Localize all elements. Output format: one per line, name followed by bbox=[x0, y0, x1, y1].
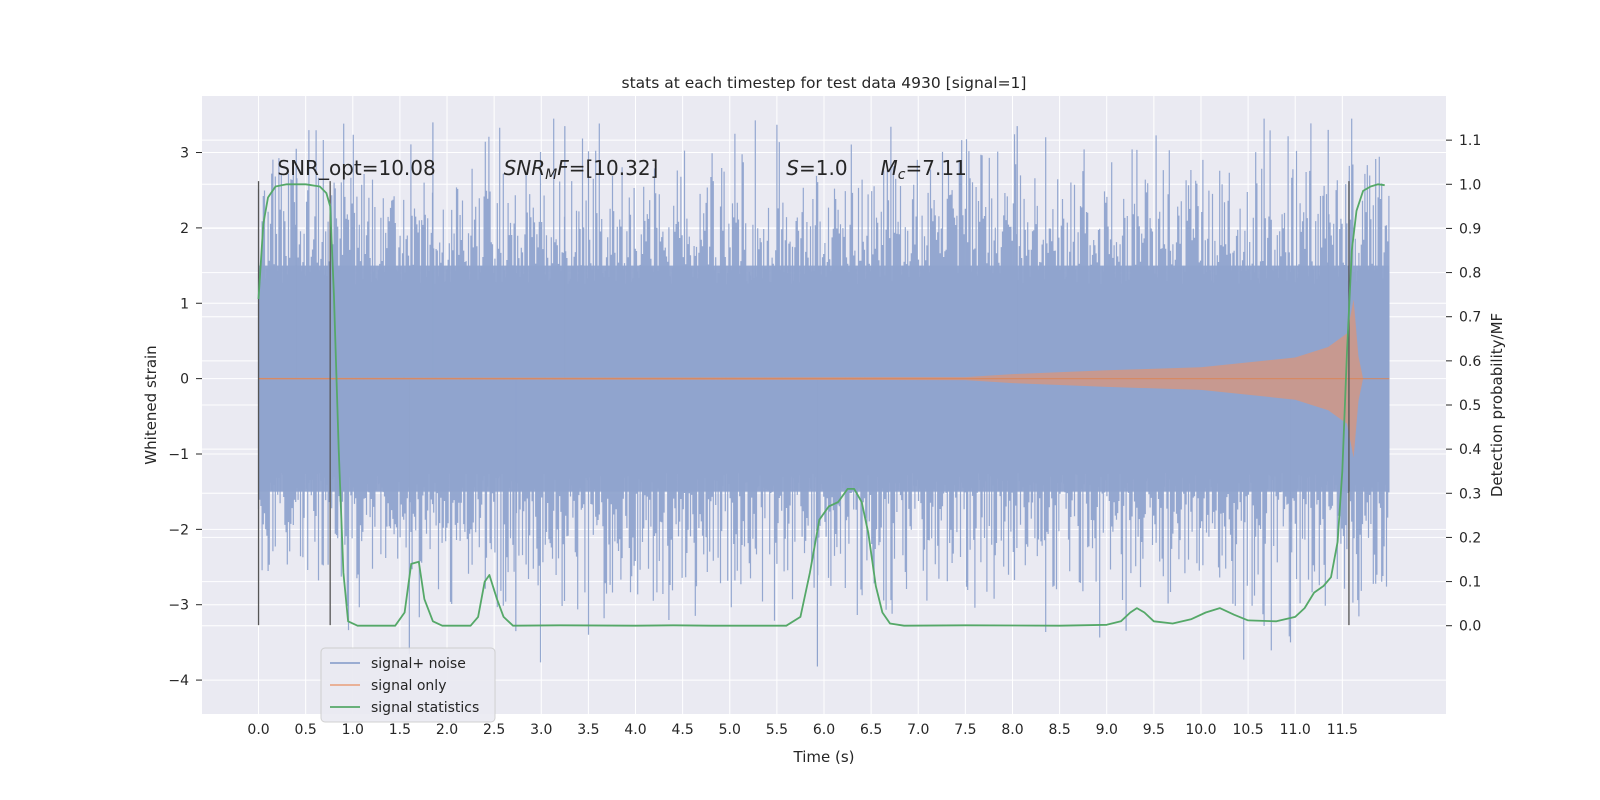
annotation-text: Mc=7.11 bbox=[881, 156, 967, 183]
annotation-part: SNR bbox=[504, 156, 546, 180]
y-tick-label: 1 bbox=[180, 296, 189, 312]
y2-tick-label: 1.1 bbox=[1459, 133, 1481, 149]
x-tick-label: 10.0 bbox=[1185, 722, 1216, 738]
y-axis-label: Whitened strain bbox=[142, 345, 160, 464]
x-tick-label: 11.0 bbox=[1280, 722, 1311, 738]
annotation-part: =1.0 bbox=[799, 156, 848, 180]
y2-tick-label: 0.1 bbox=[1459, 575, 1481, 591]
annotation-part: F bbox=[557, 156, 569, 180]
x-tick-label: 0.0 bbox=[247, 722, 269, 738]
x-tick-label: 9.0 bbox=[1096, 722, 1118, 738]
x-tick-label: 1.0 bbox=[342, 722, 364, 738]
y2-tick-label: 0.6 bbox=[1459, 354, 1481, 370]
annotation-text: SNRMF=[10.32] bbox=[504, 156, 659, 183]
annotation-part: S bbox=[786, 156, 799, 180]
y2-tick-label: 0.0 bbox=[1459, 619, 1481, 635]
x-tick-label: 0.5 bbox=[295, 722, 317, 738]
ticks: 0.0 0.5 1.0 1.5 2.0 2.5 3.0 3.5 4.0 4.5 5.0 5.5 6.0 6… bbox=[168, 133, 1481, 738]
annotation-text: SNR_opt=10.08 bbox=[277, 156, 435, 180]
x-tick-label: 7.5 bbox=[954, 722, 976, 738]
x-tick-label: 3.5 bbox=[577, 722, 599, 738]
x-tick-label: 10.5 bbox=[1233, 722, 1264, 738]
x-tick-label: 8.0 bbox=[1001, 722, 1023, 738]
x-axis-label: Time (s) bbox=[793, 748, 855, 766]
chart-title: stats at each timestep for test data 493… bbox=[622, 74, 1027, 92]
signal-layer bbox=[258, 299, 1390, 458]
x-tick-label: 11.5 bbox=[1327, 722, 1358, 738]
x-tick-label: 4.0 bbox=[624, 722, 646, 738]
y2-tick-label: 0.2 bbox=[1459, 530, 1481, 546]
y2-tick-label: 0.5 bbox=[1459, 398, 1481, 414]
annotation-subscript: c bbox=[898, 167, 906, 183]
stats-layer bbox=[257, 183, 1385, 627]
y2-tick-label: 0.8 bbox=[1459, 266, 1481, 282]
y-tick-label: −1 bbox=[168, 447, 189, 463]
annotations: SNR_opt=10.08 SNRMF=[10.32] S=1.0 Mc=7.11 bbox=[277, 156, 966, 183]
annotation-subscript: M bbox=[545, 167, 557, 183]
signal-statistics-line bbox=[257, 183, 1385, 627]
legend: signal+ noise signal only signal statistic… bbox=[320, 647, 496, 723]
y2-tick-label: 0.3 bbox=[1459, 486, 1481, 502]
y-tick-label: −2 bbox=[168, 522, 189, 538]
x-tick-label: 6.5 bbox=[860, 722, 882, 738]
y-tick-label: −4 bbox=[168, 673, 189, 689]
legend-label: signal only bbox=[371, 678, 446, 694]
y2-tick-label: 0.9 bbox=[1459, 221, 1481, 237]
x-tick-label: 1.5 bbox=[389, 722, 411, 738]
y-tick-label: 2 bbox=[180, 221, 189, 237]
x-tick-label: 4.5 bbox=[672, 722, 694, 738]
y-tick-label: 0 bbox=[180, 372, 189, 388]
x-tick-label: 7.0 bbox=[907, 722, 929, 738]
y2-tick-label: 1.0 bbox=[1459, 177, 1481, 193]
x-tick-label: 2.5 bbox=[483, 722, 505, 738]
legend-label: signal statistics bbox=[371, 700, 479, 716]
x-tick-label: 3.0 bbox=[530, 722, 552, 738]
annotation-text: S=1.0 bbox=[786, 156, 847, 180]
y2-axis-label: Detection probability/MF bbox=[1488, 313, 1506, 497]
y2-tick-label: 0.7 bbox=[1459, 310, 1481, 326]
legend-label: signal+ noise bbox=[371, 656, 466, 672]
x-tick-label: 9.5 bbox=[1143, 722, 1165, 738]
y-tick-label: −3 bbox=[168, 598, 189, 614]
x-tick-label: 6.0 bbox=[813, 722, 835, 738]
annotation-part: =7.11 bbox=[906, 156, 967, 180]
y2-tick-label: 0.4 bbox=[1459, 442, 1481, 458]
x-tick-label: 5.0 bbox=[719, 722, 741, 738]
annotation-part: =[10.32] bbox=[569, 156, 659, 180]
vertical-lines bbox=[257, 181, 1350, 626]
annotation-part: M bbox=[881, 156, 898, 180]
x-tick-label: 5.5 bbox=[766, 722, 788, 738]
y-tick-label: 3 bbox=[180, 146, 189, 162]
x-tick-label: 2.0 bbox=[436, 722, 458, 738]
legend-box bbox=[320, 647, 496, 723]
x-tick-label: 8.5 bbox=[1048, 722, 1070, 738]
